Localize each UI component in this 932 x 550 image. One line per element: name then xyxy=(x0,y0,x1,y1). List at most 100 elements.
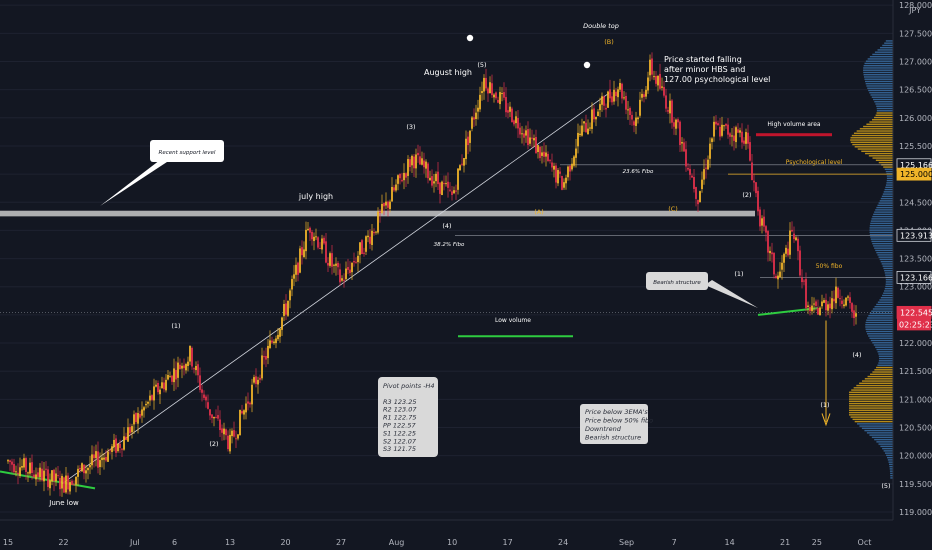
candle-body xyxy=(569,165,571,172)
candle-body xyxy=(681,142,683,144)
candle-body xyxy=(91,454,93,466)
candle-body xyxy=(143,407,145,411)
volume-profile-bar xyxy=(877,364,893,366)
summary-line: Bearish structure xyxy=(585,434,641,442)
volume-profile-bar xyxy=(890,477,893,479)
volume-profile-bar xyxy=(875,114,893,116)
volume-profile-bar xyxy=(886,182,893,184)
candle-body xyxy=(381,203,383,213)
recent-support-box xyxy=(150,140,224,162)
candle-body xyxy=(41,468,43,481)
candle-body xyxy=(555,165,557,183)
candle-body xyxy=(133,414,135,425)
wave-label: (2) xyxy=(742,191,751,199)
volume-profile-bar xyxy=(853,132,893,134)
volume-profile-bar xyxy=(872,308,893,310)
candle-body xyxy=(185,364,187,371)
candle-body xyxy=(643,94,645,98)
price-tag xyxy=(896,271,932,284)
candle-body xyxy=(313,236,315,242)
candle-body xyxy=(379,211,381,213)
candle-body xyxy=(629,107,631,116)
wave-label: (5) xyxy=(881,482,890,490)
volume-profile-bar xyxy=(870,94,893,96)
candle-body xyxy=(307,228,309,230)
candle-body xyxy=(293,274,295,279)
y-tick-label: 121.000 xyxy=(899,395,932,404)
volume-profile-bar xyxy=(866,85,893,87)
candle-body xyxy=(497,99,499,103)
candle-body xyxy=(715,121,717,125)
y-axis: 128.000 127.500 127.000 126.500 126.000 125.5… xyxy=(892,0,932,550)
candle-body xyxy=(533,138,535,141)
volume-profile-bar xyxy=(878,355,893,357)
pivot-line: R3 123.25 xyxy=(383,398,416,406)
candle-body xyxy=(341,278,343,281)
candle-body xyxy=(187,361,189,367)
volume-profile-bar xyxy=(865,328,893,330)
candle-body xyxy=(591,109,593,129)
candle-body xyxy=(231,430,233,437)
candle-body xyxy=(559,171,561,174)
candle-body xyxy=(355,261,357,263)
candle-body xyxy=(527,129,529,146)
candle-body xyxy=(329,253,331,266)
volume-profile-bar xyxy=(870,238,893,240)
candle-body xyxy=(839,298,841,300)
candle-body xyxy=(245,403,247,413)
volume-profile-bar xyxy=(850,141,893,143)
candle-body xyxy=(67,475,69,490)
candle-body xyxy=(167,375,169,380)
volume-profile-bar xyxy=(889,468,893,470)
candle-body xyxy=(127,427,129,442)
candle-body xyxy=(77,468,79,477)
volume-profile-bar xyxy=(871,436,893,439)
x-tick-label: Oct xyxy=(858,538,872,547)
candle-body xyxy=(147,401,149,404)
candle-body xyxy=(539,146,541,159)
volume-profile-bar xyxy=(871,310,893,312)
candle-body xyxy=(427,163,429,179)
candle-body xyxy=(43,470,45,482)
candle-body xyxy=(365,236,367,252)
candle-body xyxy=(13,463,15,473)
pivot-line: PP 122.57 xyxy=(383,422,417,430)
volume-profile-bar xyxy=(877,254,893,256)
volume-profile-bar xyxy=(888,463,893,466)
volume-profile-bar xyxy=(853,387,893,389)
candle-body xyxy=(413,156,415,169)
volume-profile-bar xyxy=(878,362,893,364)
candle-body xyxy=(577,132,579,147)
candle-body xyxy=(423,160,425,168)
volume-profile-bar xyxy=(881,263,893,265)
candle-body xyxy=(109,449,111,451)
candle-body xyxy=(777,275,779,280)
volume-profile-bar xyxy=(859,425,893,427)
candle-body xyxy=(501,93,503,95)
candle-body xyxy=(23,458,25,468)
price-fall-note-line: after minor HBS and xyxy=(664,65,745,74)
volume-profile-bar xyxy=(867,333,893,335)
volume-profile-bar xyxy=(864,429,893,432)
candle-body xyxy=(337,262,339,268)
summary-line: Price below 3EMA's xyxy=(585,408,648,416)
candle-body xyxy=(793,233,795,240)
volume-profile-bar xyxy=(878,161,893,164)
candle-body xyxy=(47,469,49,487)
candle-body xyxy=(69,482,71,492)
candle-body xyxy=(11,461,13,465)
candle-body xyxy=(327,262,329,266)
candle-body xyxy=(447,181,449,188)
candle-body xyxy=(639,99,641,116)
candle-body xyxy=(15,471,17,473)
volume-profile-bar xyxy=(880,445,893,448)
candle-body xyxy=(163,382,165,390)
volume-profile-bar xyxy=(870,220,893,222)
y-tick-label: 122.000 xyxy=(899,339,932,348)
volume-profile-bar xyxy=(875,159,893,162)
candle-body xyxy=(419,156,421,165)
candle-body xyxy=(505,97,507,113)
volume-profile-bar xyxy=(869,231,893,234)
volume-profile-bar xyxy=(874,211,893,213)
